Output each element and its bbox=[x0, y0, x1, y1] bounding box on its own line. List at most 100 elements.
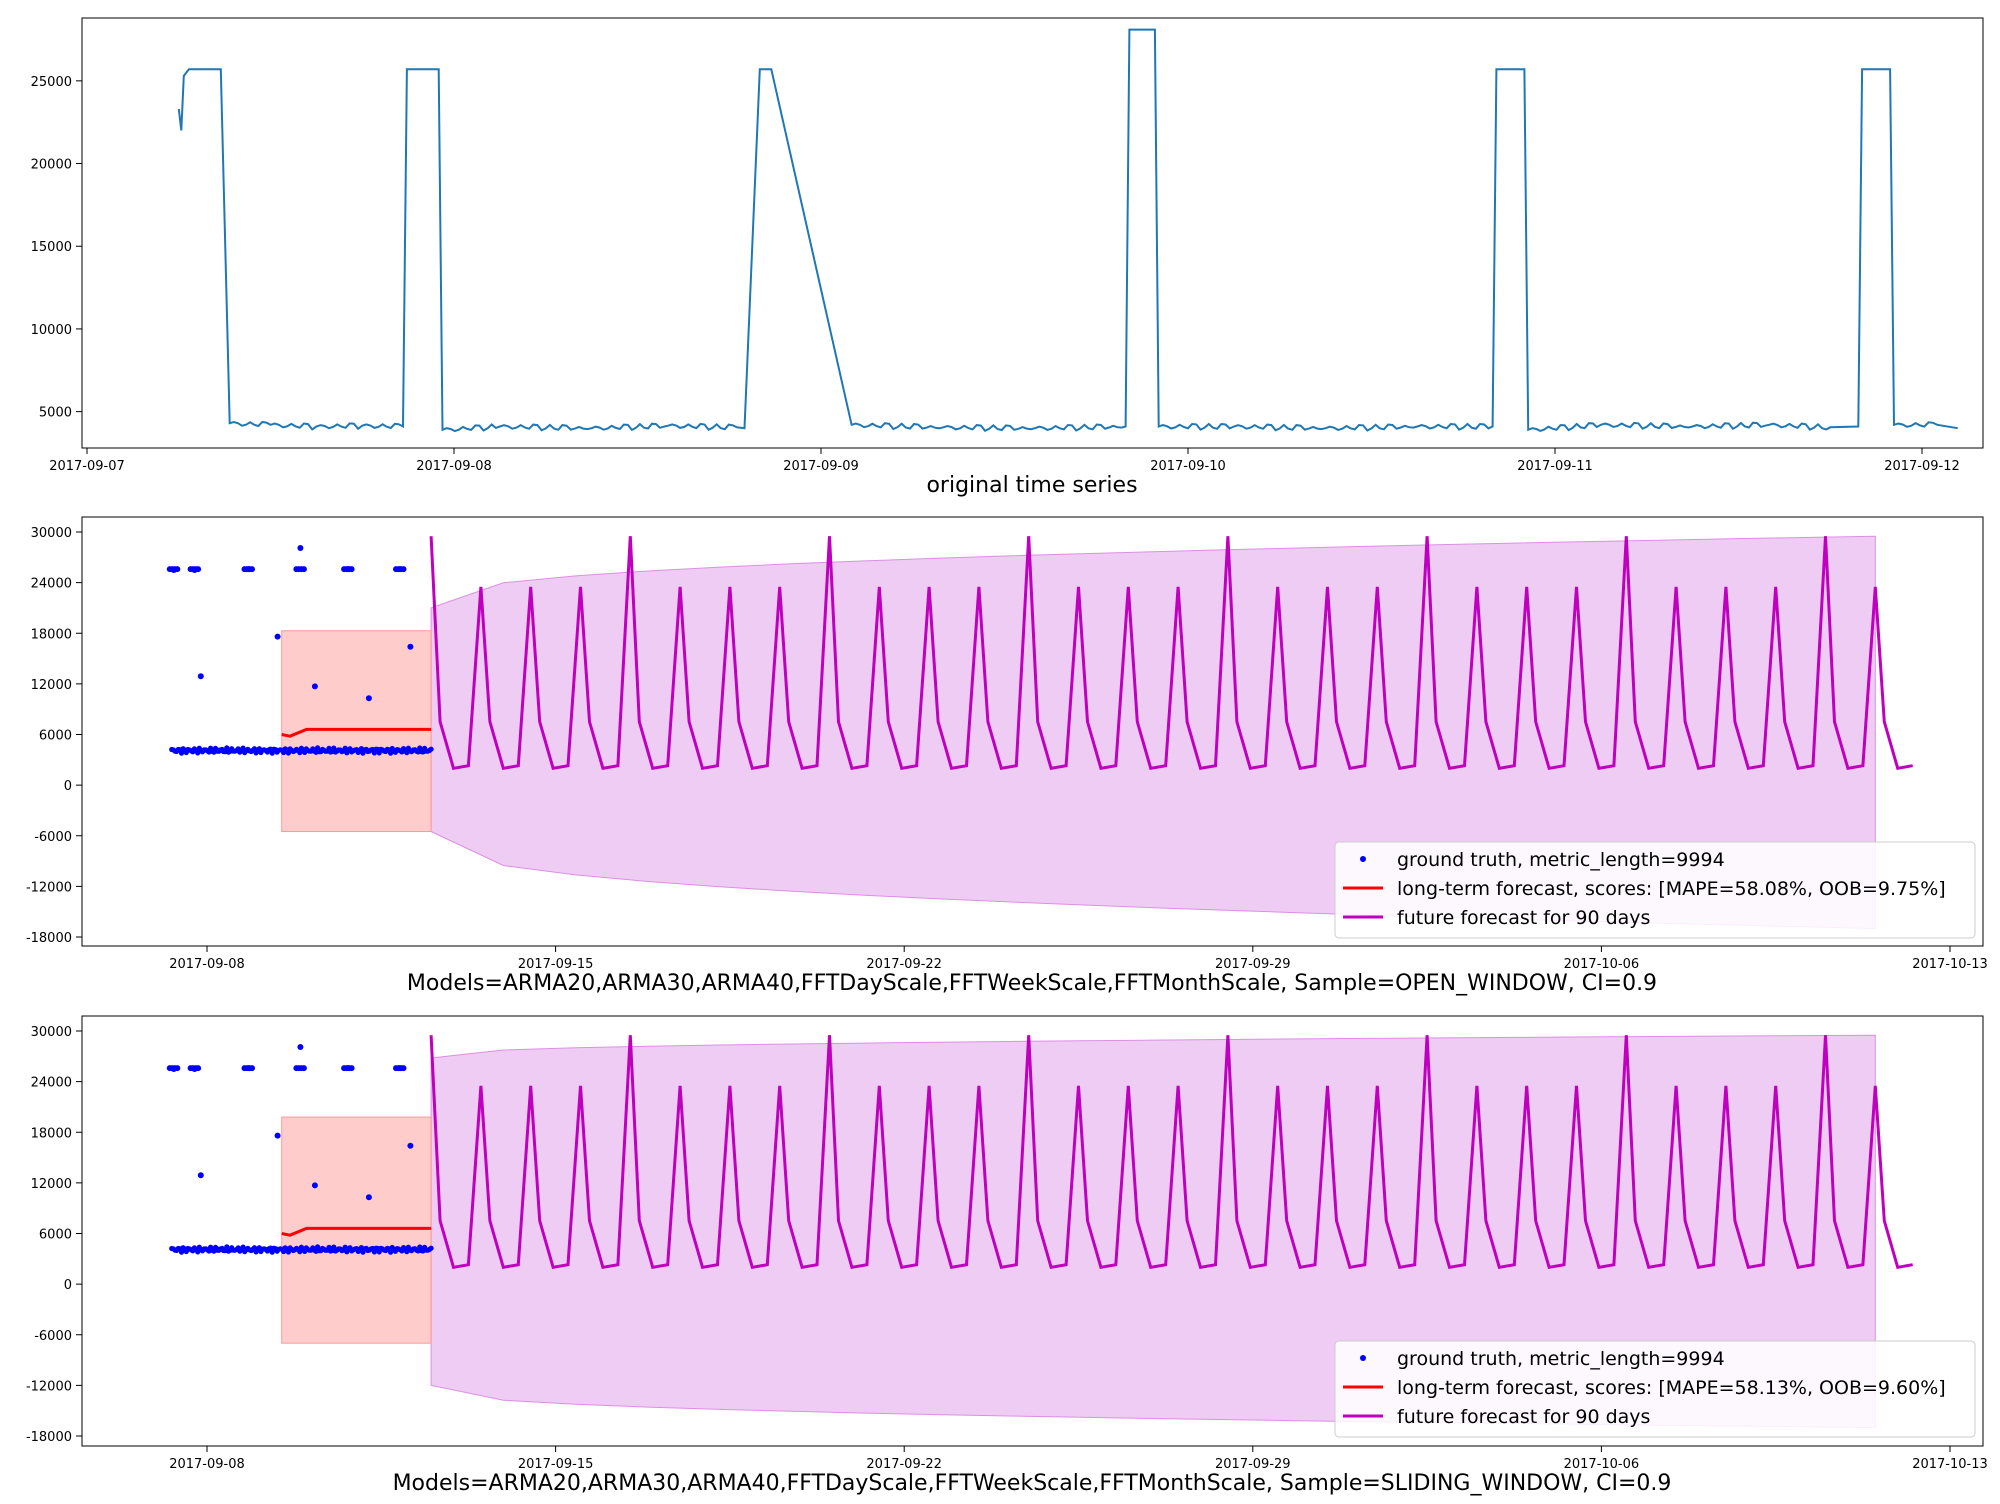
x-tick-label: 2017-09-08 bbox=[169, 957, 245, 972]
ground-truth-point bbox=[300, 1065, 307, 1072]
legend-box bbox=[1334, 841, 1976, 939]
legend-marker-point bbox=[1360, 856, 1366, 862]
ground-truth-point bbox=[174, 566, 181, 573]
long-term-forecast-band bbox=[281, 630, 432, 833]
ground-truth-point bbox=[178, 1249, 185, 1255]
ground-truth-point bbox=[249, 566, 255, 573]
x-tick-label: 2017-09-09 bbox=[783, 459, 859, 474]
future-forecast-line bbox=[429, 1035, 1913, 1270]
ground-truth-point bbox=[311, 1182, 318, 1189]
y-tick-label: 10000 bbox=[31, 323, 72, 338]
x-tick-label: 2017-09-07 bbox=[49, 459, 125, 474]
axes-frame bbox=[81, 1015, 1984, 1447]
ground-truth-point bbox=[348, 1065, 355, 1072]
legend-label: long-term forecast, scores: [MAPE=58.08%… bbox=[1397, 878, 1946, 900]
y-tick-label: -18000 bbox=[26, 1430, 72, 1445]
x-tick-label: 2017-09-15 bbox=[518, 957, 594, 972]
x-tick-label: 2017-09-08 bbox=[416, 459, 492, 474]
y-tick-label: 6000 bbox=[39, 729, 72, 744]
ground-truth-point bbox=[178, 750, 185, 756]
ground-truth-point bbox=[249, 1065, 255, 1072]
ground-truth-points bbox=[166, 1044, 434, 1255]
ground-truth-point bbox=[428, 746, 434, 752]
y-tick-label: 24000 bbox=[31, 1076, 72, 1091]
x-tick-label: 2017-09-12 bbox=[1884, 459, 1960, 474]
legend-marker-point bbox=[1360, 1355, 1366, 1361]
legend-label: ground truth, metric_length=9994 bbox=[1397, 1348, 1725, 1370]
y-tick-label: -12000 bbox=[26, 1379, 72, 1394]
long-term-forecast-line bbox=[281, 727, 432, 738]
ground-truth-point bbox=[197, 673, 204, 680]
y-tick-label: -6000 bbox=[34, 830, 72, 845]
y-tick-label: 12000 bbox=[31, 678, 72, 693]
panel-sliding-window-forecast: 2017-09-08 2017-09-15 2017-09-22 2017-09-29… bbox=[26, 1015, 1988, 1496]
ground-truth-point bbox=[311, 683, 318, 690]
legend-label: future forecast for 90 days bbox=[1397, 1406, 1650, 1428]
x-tick-label: 2017-10-06 bbox=[1564, 1457, 1640, 1472]
x-tick-label: 2017-09-11 bbox=[1517, 459, 1593, 474]
x-tick-label: 2017-09-22 bbox=[866, 1457, 942, 1472]
y-tick-label: 20000 bbox=[31, 158, 72, 173]
ground-truth-point bbox=[224, 745, 230, 751]
ground-truth-point bbox=[300, 566, 307, 573]
series-line bbox=[177, 28, 1958, 433]
legend: ground truth, metric_length=9994 long-ter… bbox=[1334, 1340, 1976, 1438]
y-tick-label: 0 bbox=[64, 779, 72, 794]
x-axis-label: Models=ARMA20,ARMA30,ARMA40,FFTDayScale,… bbox=[393, 1471, 1672, 1496]
legend: ground truth, metric_length=9994 long-ter… bbox=[1334, 841, 1976, 939]
y-tick-label: 18000 bbox=[31, 627, 72, 642]
ground-truth-point bbox=[365, 695, 372, 702]
x-tick-label: 2017-09-15 bbox=[518, 1457, 594, 1472]
y-tick-label: 24000 bbox=[31, 577, 72, 592]
ground-truth-point bbox=[348, 566, 355, 573]
y-tick-label: -12000 bbox=[26, 880, 72, 895]
plot-area bbox=[82, 18, 1983, 448]
y-tick-label: 6000 bbox=[39, 1228, 72, 1243]
x-tick-label: 2017-09-08 bbox=[169, 1457, 245, 1472]
axes-frame bbox=[81, 516, 1984, 947]
y-tick-label: -18000 bbox=[26, 931, 72, 946]
axes-frame bbox=[81, 17, 1984, 449]
ground-truth-point bbox=[274, 1132, 281, 1139]
ground-truth-point bbox=[269, 750, 275, 756]
x-tick-label: 2017-09-29 bbox=[1215, 957, 1291, 972]
x-tick-label: 2017-10-06 bbox=[1564, 957, 1640, 972]
ground-truth-point bbox=[216, 747, 223, 754]
long-term-forecast-band bbox=[281, 1116, 432, 1344]
x-axis-label: original time series bbox=[926, 473, 1137, 498]
ground-truth-point bbox=[297, 1044, 304, 1050]
x-tick-label: 2017-09-29 bbox=[1215, 1457, 1291, 1472]
x-tick-label: 2017-09-10 bbox=[1150, 459, 1226, 474]
y-tick-label: 25000 bbox=[31, 75, 72, 90]
ground-truth-point bbox=[195, 1065, 202, 1072]
y-tick-label: 30000 bbox=[31, 1025, 72, 1040]
ground-truth-points bbox=[166, 545, 434, 756]
x-axis-label: Models=ARMA20,ARMA30,ARMA40,FFTDayScale,… bbox=[407, 971, 1657, 996]
long-term-forecast-line bbox=[281, 1226, 432, 1237]
panel-original-time-series: 2017-09-07 2017-09-08 2017-09-09 2017-09-10… bbox=[31, 17, 1984, 498]
x-tick-label: 2017-09-22 bbox=[866, 957, 942, 972]
ground-truth-point bbox=[274, 633, 281, 640]
ground-truth-point bbox=[365, 1194, 372, 1201]
ground-truth-point bbox=[224, 1244, 230, 1250]
ground-truth-point bbox=[269, 1249, 275, 1255]
ground-truth-point bbox=[428, 1245, 434, 1251]
ground-truth-point bbox=[297, 545, 304, 551]
ground-truth-point bbox=[407, 1142, 414, 1149]
y-tick-label: 0 bbox=[64, 1278, 72, 1293]
x-tick-label: 2017-10-13 bbox=[1912, 957, 1988, 972]
y-tick-label: 18000 bbox=[31, 1126, 72, 1141]
ground-truth-point bbox=[400, 566, 407, 573]
ground-truth-point bbox=[400, 1065, 407, 1072]
y-tick-label: -6000 bbox=[34, 1329, 72, 1344]
legend-label: ground truth, metric_length=9994 bbox=[1397, 849, 1725, 871]
ground-truth-point bbox=[195, 566, 202, 573]
ground-truth-point bbox=[197, 1172, 204, 1179]
y-tick-label: 5000 bbox=[39, 406, 72, 421]
y-tick-label: 30000 bbox=[31, 526, 72, 541]
x-tick-label: 2017-10-13 bbox=[1912, 1457, 1988, 1472]
y-tick-label: 15000 bbox=[31, 240, 72, 255]
ground-truth-point bbox=[174, 1065, 181, 1072]
